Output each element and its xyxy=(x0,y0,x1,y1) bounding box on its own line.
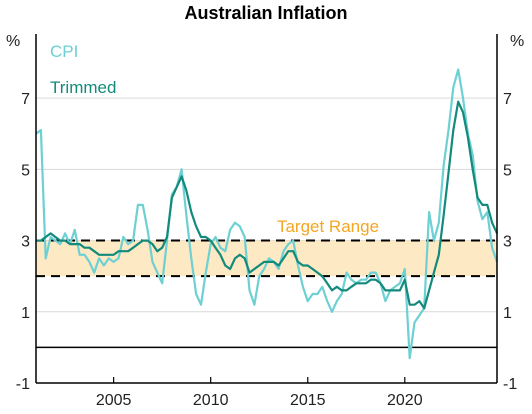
y-tick-label-left: 7 xyxy=(21,91,30,108)
left-unit-label: % xyxy=(6,33,20,50)
y-tick-label-left: 3 xyxy=(21,234,30,251)
y-tick-label-right: -1 xyxy=(503,376,517,393)
x-tick-label: 2010 xyxy=(193,392,229,409)
chart-title: Australian Inflation xyxy=(184,3,347,23)
axes xyxy=(35,34,498,384)
series-layer xyxy=(35,68,499,360)
target-range-label: Target Range xyxy=(277,217,379,236)
target-band-fill xyxy=(36,240,497,277)
series-line-trimmed xyxy=(36,100,499,310)
legend-trimmed: Trimmed xyxy=(50,78,116,97)
right-unit-label: % xyxy=(510,33,524,50)
y-tick-label-right: 3 xyxy=(503,234,512,251)
x-tick-label: 2020 xyxy=(387,392,423,409)
target-band xyxy=(36,239,497,278)
legend-cpi: CPI xyxy=(50,42,78,61)
tick-labels: -1 -1 1 1 3 3 5 5 7 7 2005 2010 2015 2020 xyxy=(16,91,518,409)
x-tick-label: 2015 xyxy=(290,392,326,409)
y-tick-label-right: 7 xyxy=(503,91,512,108)
y-tick-label-left: 5 xyxy=(21,162,30,179)
y-tick-label-right: 1 xyxy=(503,305,512,322)
y-tick-label-right: 5 xyxy=(503,162,512,179)
x-tick-label: 2005 xyxy=(96,392,132,409)
y-tick-label-left: -1 xyxy=(16,376,30,393)
series-line-cpi xyxy=(35,68,499,360)
y-tick-label-left: 1 xyxy=(21,305,30,322)
